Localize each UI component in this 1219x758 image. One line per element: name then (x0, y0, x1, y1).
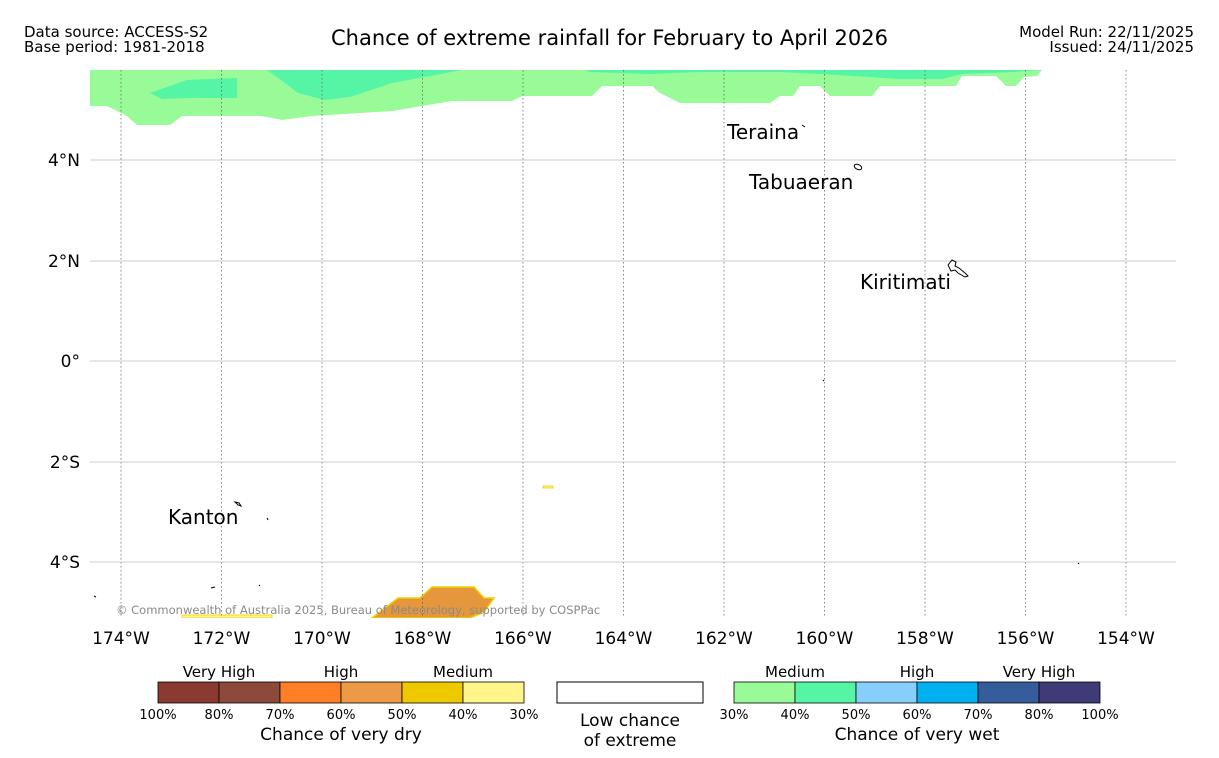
dry-swatch (340, 681, 403, 704)
lon-label: 166°W (494, 629, 552, 649)
lon-label: 170°W (293, 629, 351, 649)
map-title: Chance of extreme rainfall for February … (331, 26, 888, 50)
dry-group-very-high: Very High (183, 663, 256, 681)
legend-wet: Medium High Very High 30% 40% 50% 60% 70% 80%… (720, 663, 1119, 745)
dry-tick-label: 40% (449, 708, 478, 723)
legend-dry: Very High High Medium 100% 80% 70% 60% 50% 40… (139, 663, 538, 745)
lat-label: 4°N (48, 151, 80, 171)
dry-tick-label: 70% (266, 708, 295, 723)
wet-group-very-high: Very High (1003, 663, 1076, 681)
data-source-label: Data source: ACCESS-S2 (24, 23, 209, 41)
lon-label: 160°W (796, 629, 854, 649)
place-label-kiritimati: Kiritimati (860, 270, 951, 294)
lon-label: 162°W (695, 629, 753, 649)
lon-label: 164°W (595, 629, 653, 649)
dry-swatch (401, 681, 464, 704)
dry-tick-labels: 100% 80% 70% 60% 50% 40% 30% (139, 708, 538, 723)
base-period-label: Base period: 1981-2018 (24, 38, 205, 56)
lat-label: 0° (61, 352, 80, 372)
dry-swatch (279, 681, 342, 704)
dry-speck (542, 485, 554, 489)
latitude-labels: 4°N 2°N 0° 2°S 4°S (48, 151, 80, 573)
wet-group-high: High (900, 663, 934, 681)
dry-caption: Chance of very dry (260, 725, 422, 745)
wet-swatch (1038, 681, 1101, 704)
dry-tick-label: 80% (205, 708, 234, 723)
copyright-notice: © Commonwealth of Australia 2025, Bureau… (116, 603, 600, 617)
place-label-kanton: Kanton (168, 505, 238, 529)
wet-medium-high-area (267, 70, 462, 100)
lon-label: 168°W (394, 629, 452, 649)
teraina-island (801, 124, 806, 128)
wet-tick-label: 50% (842, 708, 871, 723)
lat-label: 2°N (48, 252, 80, 272)
wet-medium-high-area (585, 70, 1040, 79)
wet-medium-high-area (150, 78, 237, 99)
lat-label: 2°S (50, 453, 80, 473)
wet-swatch (977, 681, 1040, 704)
dry-group-high: High (324, 663, 358, 681)
islet (1077, 562, 1080, 565)
dry-tick-label: 30% (510, 708, 539, 723)
map-panel: Teraina Tabuaeran Kiritimati Kanton © Co… (90, 70, 1176, 618)
wet-tick-label: 80% (1025, 708, 1054, 723)
lat-label: 4°S (50, 553, 80, 573)
dry-group-medium: Medium (433, 663, 493, 681)
dry-tick-label: 50% (388, 708, 417, 723)
wet-swatch (794, 681, 857, 704)
lon-label: 174°W (92, 629, 150, 649)
kanton-island (233, 501, 243, 507)
lon-label: 158°W (896, 629, 954, 649)
low-chance-swatch (556, 681, 704, 704)
dry-swatch (462, 681, 525, 704)
dry-colorbar (157, 681, 525, 704)
place-label-tabuaeran: Tabuaeran (748, 170, 853, 194)
wet-colorbar (733, 681, 1101, 704)
model-run-label: Model Run: 22/11/2025 (1019, 23, 1194, 41)
islet (822, 379, 825, 382)
place-label-teraina: Teraina (726, 120, 799, 144)
wet-tick-label: 40% (781, 708, 810, 723)
wet-tick-label: 30% (720, 708, 749, 723)
wet-tick-label: 60% (903, 708, 932, 723)
islet (210, 586, 216, 589)
graticule (90, 70, 1176, 618)
wet-tick-label: 70% (964, 708, 993, 723)
lon-label: 154°W (1097, 629, 1155, 649)
longitude-labels: 174°W 172°W 170°W 168°W 166°W 164°W 162°W 160°W… (92, 629, 1155, 649)
wet-group-medium: Medium (765, 663, 825, 681)
tabuaeran-island (853, 163, 863, 171)
dry-low-strip (181, 614, 273, 618)
wet-swatch (916, 681, 979, 704)
wet-swatch (855, 681, 918, 704)
low-chance-line2: of extreme (584, 731, 677, 751)
low-chance-line1: Low chance (580, 711, 680, 731)
islet (266, 517, 269, 521)
wet-tick-labels: 30% 40% 50% 60% 70% 80% 100% (720, 708, 1119, 723)
issued-label: Issued: 24/11/2025 (1049, 38, 1194, 56)
dry-medium-area (370, 586, 496, 618)
legend-low-chance: Low chance of extreme (556, 681, 704, 751)
lon-label: 172°W (193, 629, 251, 649)
wet-tick-label: 100% (1081, 708, 1118, 723)
lon-label: 156°W (997, 629, 1055, 649)
dry-swatch (157, 681, 220, 704)
dry-tick-label: 100% (139, 708, 176, 723)
kiritimati-island (947, 259, 969, 278)
islet (258, 584, 261, 587)
wet-caption: Chance of very wet (835, 725, 1000, 745)
islet (93, 595, 97, 598)
dry-swatch (218, 681, 281, 704)
dry-tick-label: 60% (327, 708, 356, 723)
wet-swatch (733, 681, 796, 704)
